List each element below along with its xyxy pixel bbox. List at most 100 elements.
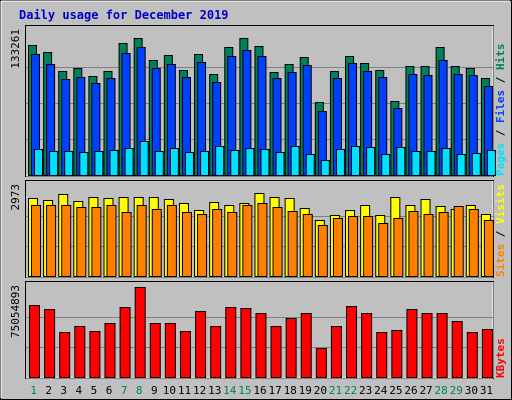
x-tick-label: 5 (91, 384, 98, 397)
bar-kbytes (255, 313, 267, 378)
bar-sites (393, 218, 404, 277)
bar-sites (378, 223, 389, 277)
bar-sites (76, 207, 87, 277)
bar-sites (317, 225, 328, 277)
bar-pages (139, 141, 149, 176)
legend: Pages / Files / Hits (494, 44, 507, 177)
bar-sites (302, 214, 313, 277)
bar-kbytes (59, 332, 71, 378)
bar-kbytes (346, 306, 358, 378)
bar-kbytes (315, 348, 327, 378)
bar-pages (109, 150, 119, 176)
bar-sites (212, 209, 223, 277)
bar-sites (257, 203, 268, 277)
bar-sites (46, 205, 57, 277)
x-tick-label: 4 (76, 384, 83, 397)
legend: KBytes (494, 338, 507, 378)
bar-kbytes (119, 307, 131, 378)
legend-sites: Sites (494, 244, 507, 277)
x-tick-label: 6 (106, 384, 113, 397)
chart-title: Daily usage for December 2019 (19, 8, 229, 22)
bar-kbytes (481, 329, 493, 378)
bar-sites (363, 216, 374, 277)
x-tick-label: 26 (404, 384, 417, 397)
bar-kbytes (285, 318, 297, 378)
bar-pages (275, 152, 285, 176)
bar-kbytes (134, 287, 146, 378)
bar-kbytes (376, 332, 388, 378)
bar-kbytes (225, 307, 237, 378)
bar-sites (106, 205, 117, 277)
panel-visits-sites: 2973 Sites / Visits (9, 180, 507, 278)
bar-kbytes (29, 305, 40, 378)
bar-kbytes (421, 313, 433, 378)
bar-kbytes (210, 326, 222, 378)
bar-kbytes (44, 309, 56, 378)
bar-pages (154, 151, 164, 176)
x-tick-label: 10 (163, 384, 176, 397)
bar-sites (348, 216, 359, 277)
bar-pages (215, 146, 225, 176)
x-tick-label: 19 (299, 384, 312, 397)
bar-kbytes (104, 323, 116, 378)
legend-separator: / (494, 224, 507, 244)
bar-pages (396, 147, 406, 176)
x-tick-label: 13 (208, 384, 221, 397)
bar-sites (227, 212, 238, 277)
bar-kbytes (240, 308, 252, 378)
x-tick-label: 2 (45, 384, 52, 397)
legend-kbytes: KBytes (494, 338, 507, 378)
x-tick-label: 17 (268, 384, 281, 397)
bar-sites (136, 205, 147, 277)
bar-sites (483, 220, 494, 277)
legend: Sites / Visits (494, 184, 507, 277)
bar-pages (200, 151, 210, 176)
bar-pages (79, 152, 89, 176)
bar-sites (197, 214, 208, 277)
bar-kbytes (179, 331, 191, 378)
bar-pages (245, 148, 255, 176)
bar-pages (366, 147, 376, 176)
x-tick-label: 24 (374, 384, 388, 397)
bar-kbytes (89, 331, 101, 378)
bar-kbytes (74, 326, 86, 378)
y-max-label: 75054893 (9, 285, 22, 338)
x-tick-label: 12 (193, 384, 206, 397)
bar-pages (351, 146, 361, 176)
bar-pages (94, 151, 104, 176)
x-tick-label: 29 (450, 384, 463, 397)
y-max-label: 2973 (9, 184, 22, 211)
bar-pages (471, 153, 481, 176)
bar-pages (486, 150, 496, 176)
y-max-label: 133261 (9, 29, 22, 69)
x-tick-label: 21 (329, 384, 342, 397)
bar-kbytes (391, 330, 403, 378)
x-tick-label: 16 (253, 384, 266, 397)
legend-visits: Visits (494, 184, 507, 224)
bar-kbytes (330, 326, 342, 378)
bar-pages (381, 154, 391, 176)
bar-sites (332, 218, 343, 277)
bar-pages (290, 146, 300, 176)
legend-files: Files (494, 90, 507, 123)
bar-sites (91, 207, 102, 277)
bar-sites (121, 212, 132, 277)
x-tick-label: 25 (389, 384, 402, 397)
bar-kbytes (451, 321, 463, 378)
bar-kbytes (436, 313, 448, 378)
bar-pages (260, 149, 270, 176)
bar-sites (181, 212, 192, 277)
bar-sites (287, 211, 298, 277)
x-tick-label: 18 (284, 384, 297, 397)
bar-sites (242, 205, 253, 277)
bar-pages (124, 148, 134, 176)
x-tick-label: 22 (344, 384, 357, 397)
bar-kbytes (361, 313, 373, 378)
legend-separator: / (494, 123, 507, 143)
bar-sites (423, 214, 434, 277)
bar-pages (230, 150, 240, 176)
bar-pages (320, 160, 330, 176)
bar-kbytes (300, 313, 312, 378)
x-tick-label: 30 (465, 384, 478, 397)
